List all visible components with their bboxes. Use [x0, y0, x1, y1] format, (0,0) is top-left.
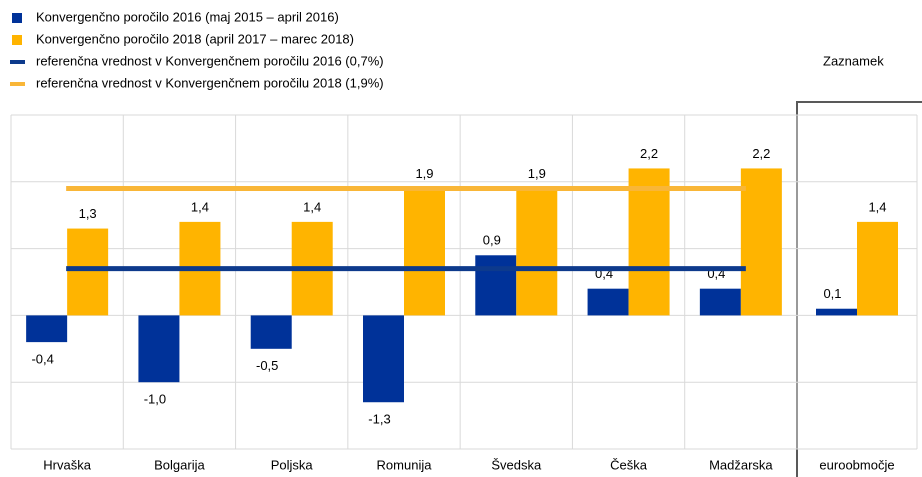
bar — [628, 168, 670, 316]
data-label: 1,4 — [868, 199, 886, 214]
legend-swatch — [12, 13, 22, 23]
x-tick-label: Madžarska — [709, 457, 773, 472]
data-label: 1,3 — [79, 206, 97, 221]
x-tick-label: Češka — [610, 457, 648, 472]
x-tick-label: euroobmočje — [819, 457, 894, 472]
bar — [138, 315, 180, 383]
data-label: 1,9 — [528, 166, 546, 181]
data-label: 1,4 — [303, 199, 321, 214]
data-label: -0,5 — [256, 358, 278, 373]
legend-swatch — [12, 35, 22, 45]
x-tick-label: Romunija — [377, 457, 433, 472]
bar — [699, 288, 741, 316]
bar — [404, 188, 445, 316]
data-label: -0,4 — [31, 352, 53, 367]
bar — [363, 315, 404, 403]
bar — [587, 288, 629, 316]
legend-label: Konvergenčno poročilo 2018 (april 2017 –… — [36, 31, 354, 46]
x-tick-label: Hrvaška — [43, 457, 91, 472]
x-tick-label: Bolgarija — [154, 457, 205, 472]
data-label: 1,4 — [191, 199, 209, 214]
bar — [475, 255, 517, 316]
data-label: 1,9 — [415, 166, 433, 181]
bar — [67, 228, 109, 316]
data-label: 0,9 — [483, 233, 501, 248]
legend-label: Konvergenčno poročilo 2016 (maj 2015 – a… — [36, 9, 339, 24]
bar — [816, 308, 857, 316]
data-label: 2,2 — [752, 146, 770, 161]
legend-label: referenčna vrednost v Konvergenčnem poro… — [36, 75, 384, 90]
bar — [516, 188, 558, 316]
data-label: -1,3 — [368, 412, 390, 427]
data-label: 0,1 — [823, 286, 841, 301]
data-label: 2,2 — [640, 146, 658, 161]
annotation: Zaznamek — [823, 53, 884, 68]
bar — [26, 315, 68, 343]
bar — [740, 168, 782, 316]
x-tick-label: Poljska — [271, 457, 314, 472]
bar — [857, 221, 898, 316]
legend-label: referenčna vrednost v Konvergenčnem poro… — [36, 53, 384, 68]
x-tick-label: Švedska — [491, 457, 542, 472]
bar — [250, 315, 292, 349]
data-label: -1,0 — [144, 392, 166, 407]
